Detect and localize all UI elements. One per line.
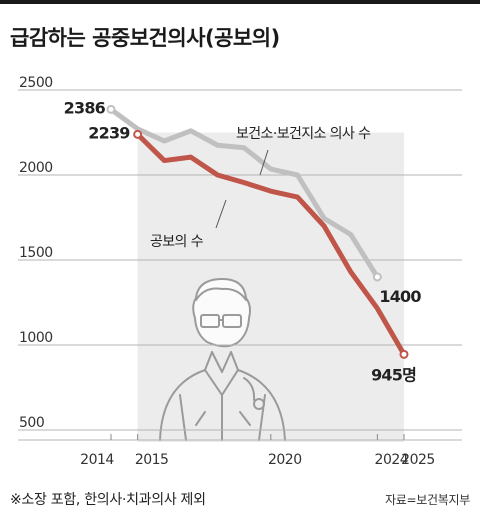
x-tick-2020: 2020 bbox=[268, 452, 302, 468]
series-1-point-2025 bbox=[399, 349, 409, 359]
y-tick-500: 500 bbox=[19, 415, 44, 431]
y-tick-2000: 2000 bbox=[19, 160, 53, 176]
y-axis-ticks: 2500 2000 1500 1000 500 bbox=[19, 75, 53, 431]
gray-start-label: 2386 bbox=[64, 98, 106, 117]
series-line-0 bbox=[108, 106, 380, 280]
red-end-label: 945명 bbox=[371, 365, 416, 384]
x-tick-2025: 2025 bbox=[401, 452, 435, 468]
chart-title: 급감하는 공중보건의사(공보의) bbox=[10, 26, 280, 50]
gridlines bbox=[18, 89, 462, 431]
gray-end-label: 1400 bbox=[379, 287, 421, 306]
series-line-1 bbox=[135, 131, 407, 357]
x-tick-2024: 2024 bbox=[375, 452, 409, 468]
gray-series-name: 보건소·보건지소 의사 수 bbox=[236, 126, 371, 142]
y-tick-1000: 1000 bbox=[19, 330, 53, 346]
series-0-point-2024 bbox=[372, 272, 382, 282]
series-0-point-2014 bbox=[106, 104, 116, 114]
series-1-point-2015 bbox=[133, 129, 143, 139]
gray-series-leader bbox=[259, 149, 269, 176]
y-tick-1500: 1500 bbox=[19, 245, 53, 261]
x-tick-2014: 2014 bbox=[80, 452, 114, 468]
red-series-leader bbox=[215, 199, 227, 229]
red-series-name: 공보의 수 bbox=[150, 234, 204, 250]
source-note: 자료=보건복지부 bbox=[385, 493, 470, 507]
footnote: ※소장 포함, 한의사·치과의사 제외 bbox=[10, 492, 206, 508]
red-start-label: 2239 bbox=[88, 123, 130, 142]
doctor-illustration bbox=[159, 277, 286, 441]
series-lines bbox=[106, 104, 409, 359]
y-tick-2500: 2500 bbox=[19, 75, 53, 91]
title-bar bbox=[0, 0, 480, 4]
x-tick-2015: 2015 bbox=[135, 452, 169, 468]
